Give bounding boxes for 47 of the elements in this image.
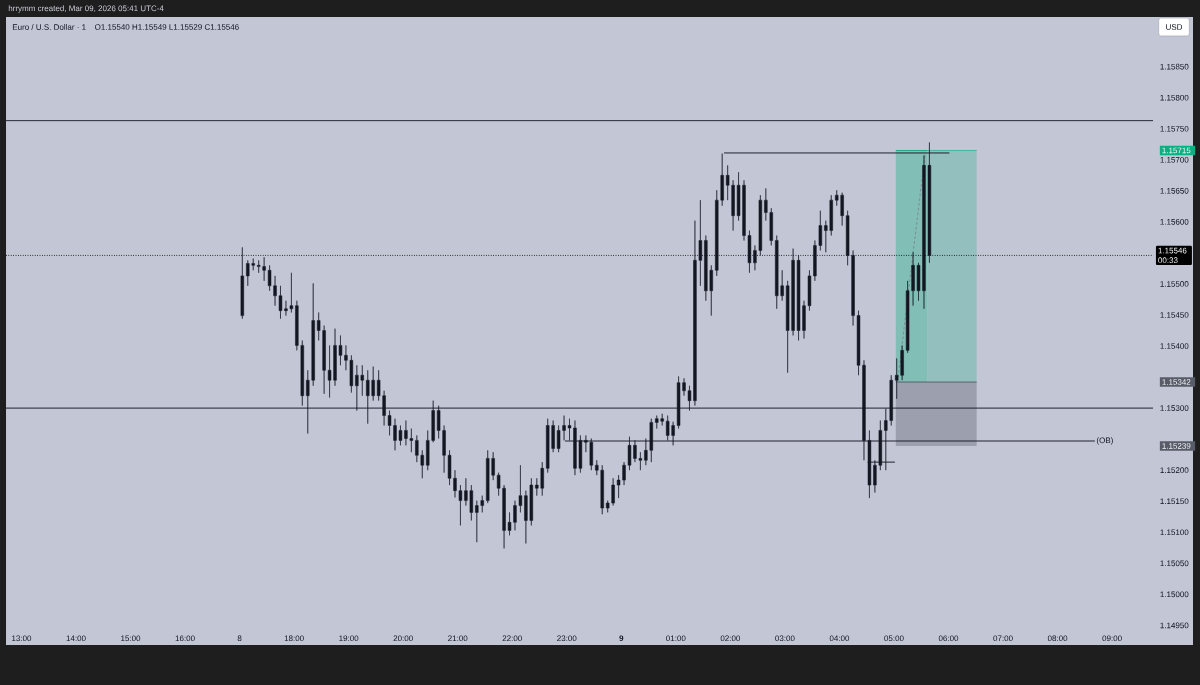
text: Euro / U.S. Dollar · 1	[12, 24, 86, 30]
y-tick-label: 1.15750	[1160, 125, 1189, 132]
x-tick-label: 04:00	[829, 635, 850, 642]
y-tick-label: 1.15715	[1162, 147, 1191, 154]
y-tick-label: 1.15650	[1160, 188, 1189, 194]
y-tick-label: 1.14950	[1160, 622, 1189, 629]
annotation: (OB)	[1096, 437, 1113, 445]
y-tick-label: 1.15800	[1160, 94, 1189, 101]
ref-line-label: 1.15546 00:33	[1158, 247, 1187, 264]
x-tick-label: 23:00	[557, 635, 577, 642]
x-tick-label: 19:00	[339, 635, 359, 642]
x-tick-label: 05:00	[884, 635, 904, 642]
y-tick-label: 1.15200	[1160, 467, 1189, 474]
x-tick-label: 16:00	[175, 635, 195, 642]
y-tick-label: 1.15400	[1160, 343, 1189, 349]
y-tick-label: 1.15700	[1160, 156, 1189, 163]
x-tick-label: 06:00	[938, 635, 959, 642]
text: hrrymm created, Mar 09, 2026 05:41 UTC-4	[8, 5, 164, 13]
y-tick-label: 1.15239	[1162, 443, 1191, 449]
x-tick-label: 01:00	[666, 635, 686, 642]
x-tick-label: 13:00	[12, 635, 32, 642]
x-tick-label: 20:00	[393, 635, 413, 642]
x-tick-label: 8	[237, 635, 242, 642]
y-tick-label: 1.15150	[1160, 498, 1189, 505]
x-tick-label: 14:00	[66, 635, 86, 642]
y-axis-title: USD	[1166, 24, 1183, 30]
x-tick-label: 15:00	[121, 635, 141, 642]
y-tick-label: 1.15300	[1160, 405, 1189, 411]
y-tick-label: 1.15600	[1160, 219, 1189, 225]
y-tick-label: 1.15450	[1160, 312, 1189, 318]
y-tick-label: 1.15500	[1160, 281, 1189, 287]
x-tick-label: 02:00	[720, 635, 741, 642]
y-tick-label: 1.15100	[1160, 529, 1189, 536]
y-tick-label: 1.15050	[1160, 560, 1189, 567]
x-tick-label: 07:00	[993, 635, 1013, 642]
x-tick-label: 18:00	[284, 635, 304, 642]
y-tick-label: 1.15850	[1160, 63, 1189, 70]
x-tick-label: 08:00	[1047, 635, 1068, 642]
x-tick-label: 03:00	[775, 635, 795, 642]
x-tick-label: 21:00	[448, 635, 468, 642]
y-tick-label: 1.15342	[1162, 379, 1191, 385]
text: O1.15540 H1.15549 L1.15529 C1.15546	[94, 24, 239, 30]
x-tick-label: 09:00	[1102, 635, 1122, 642]
candlestick	[240, 247, 244, 319]
x-tick-label: 22:00	[502, 635, 522, 642]
x-tick-label: 9	[619, 635, 624, 642]
y-tick-label: 1.15000	[1160, 591, 1189, 598]
